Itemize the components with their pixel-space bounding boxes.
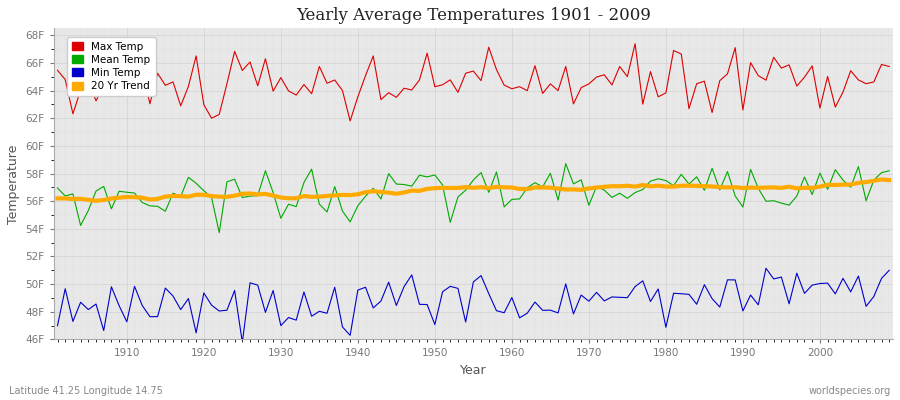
Title: Yearly Average Temperatures 1901 - 2009: Yearly Average Temperatures 1901 - 2009	[296, 7, 651, 24]
Y-axis label: Temperature: Temperature	[7, 144, 20, 224]
Legend: Max Temp, Mean Temp, Min Temp, 20 Yr Trend: Max Temp, Mean Temp, Min Temp, 20 Yr Tre…	[68, 36, 156, 96]
Text: Latitude 41.25 Longitude 14.75: Latitude 41.25 Longitude 14.75	[9, 386, 163, 396]
Text: worldspecies.org: worldspecies.org	[809, 386, 891, 396]
X-axis label: Year: Year	[460, 364, 487, 377]
